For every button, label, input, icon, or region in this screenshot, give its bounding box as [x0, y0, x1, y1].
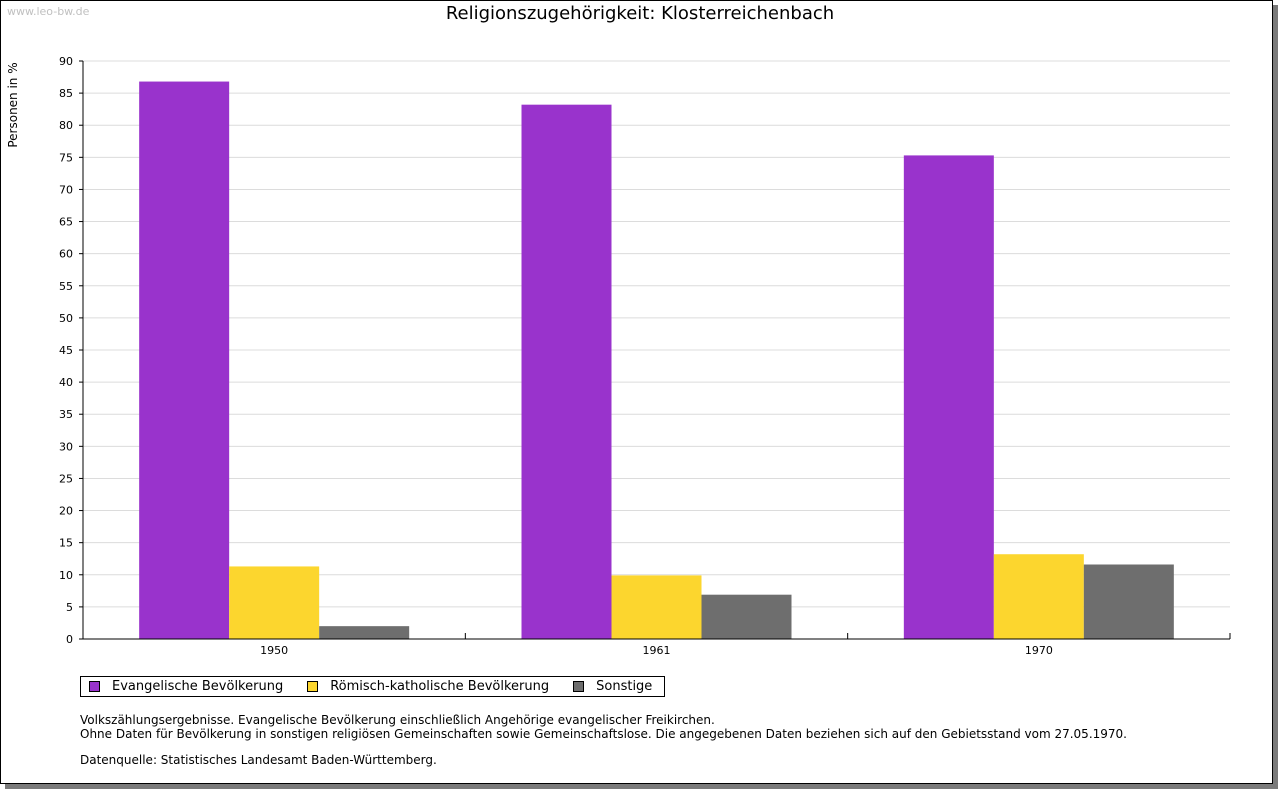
- chart-notes: Volkszählungsergebnisse. Evangelische Be…: [80, 713, 1127, 767]
- bar-1961-sonstige: [701, 594, 792, 639]
- y-tick-label-90: 90: [59, 55, 73, 68]
- y-tick-label-15: 15: [59, 537, 73, 550]
- bar-1970-evangelische: [903, 155, 994, 639]
- legend-swatch-sonstige: [573, 681, 585, 692]
- chart-title: Religionszugehörigkeit: Klosterreichenba…: [445, 3, 835, 24]
- legend-swatch-katholisch: [307, 681, 319, 692]
- y-tick-label-55: 55: [59, 280, 73, 293]
- legend-label-sonstige: Sonstige: [596, 679, 653, 694]
- y-tick-label-45: 45: [59, 344, 73, 357]
- y-tick-label-75: 75: [59, 151, 73, 164]
- bar-1950-evangelische: [139, 81, 230, 640]
- x-tick-label-1950: 1950: [260, 644, 288, 657]
- legend-label-katholisch: Römisch-katholische Bevölkerung: [330, 679, 550, 694]
- y-tick-label-40: 40: [59, 376, 73, 389]
- y-tick-label-10: 10: [59, 569, 73, 582]
- x-tick-label-1970: 1970: [1025, 644, 1053, 657]
- bar-1961-römisch-katholische: [611, 575, 702, 639]
- legend-label-evangelisch: Evangelische Bevölkerung: [112, 679, 284, 694]
- legend-item-sonstige: Sonstige: [573, 679, 652, 694]
- legend-item-evangelisch: Evangelische Bevölkerung: [89, 679, 283, 694]
- y-tick-label-20: 20: [59, 505, 73, 518]
- bar-1970-sonstige: [1083, 564, 1174, 639]
- y-tick-label-50: 50: [59, 312, 73, 325]
- note-line-1: Volkszählungsergebnisse. Evangelische Be…: [80, 713, 715, 727]
- y-tick-label-30: 30: [59, 440, 73, 453]
- watermark: www.leo-bw.de: [7, 5, 90, 18]
- bars: [139, 81, 1174, 640]
- x-tick-label-1961: 1961: [643, 644, 671, 657]
- note-line-2: Ohne Daten für Bevölkerung in sonstigen …: [80, 727, 1127, 741]
- bar-1950-sonstige: [319, 626, 410, 639]
- data-source: Datenquelle: Statistisches Landesamt Bad…: [80, 753, 437, 767]
- y-tick-label-35: 35: [59, 408, 73, 421]
- legend-swatch-evangelisch: [89, 681, 100, 692]
- grid-lines: [83, 60, 1230, 608]
- bar-1970-römisch-katholische: [993, 554, 1084, 639]
- bar-1950-römisch-katholische: [229, 566, 320, 639]
- legend: Evangelische Bevölkerung Römisch-katholi…: [80, 676, 666, 697]
- y-tick-label-70: 70: [59, 183, 73, 196]
- y-tick-label-85: 85: [59, 87, 73, 100]
- y-tick-label-60: 60: [59, 248, 73, 261]
- y-tick-label-80: 80: [59, 119, 73, 132]
- y-tick-label-65: 65: [59, 216, 73, 229]
- legend-item-katholisch: Römisch-katholische Bevölkerung: [307, 679, 549, 694]
- y-tick-label-25: 25: [59, 472, 73, 485]
- axes: 0 5 10 15 20 25 30 35 40 45 50 55 60 65 70 75 80 85 90 1950…: [59, 55, 1231, 657]
- bar-1961-evangelische: [521, 104, 612, 639]
- y-tick-label-5: 5: [66, 601, 73, 614]
- y-tick-label-0: 0: [66, 633, 73, 646]
